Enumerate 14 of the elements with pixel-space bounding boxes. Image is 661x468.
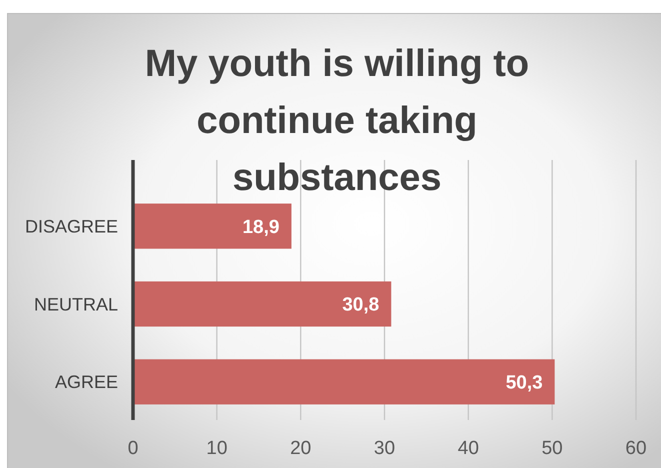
y-tick-label: DISAGREE	[24, 216, 118, 236]
x-tick-label: 50	[542, 438, 563, 459]
x-tick-label: 20	[290, 438, 312, 459]
data-label: 50,3	[506, 372, 543, 394]
x-tick-label: 60	[625, 438, 647, 459]
x-tick-label: 10	[206, 438, 228, 459]
x-tick-label: 40	[458, 438, 479, 459]
chart-title: My youth is willing to continue taking substances	[144, 43, 530, 199]
y-tick-label: AGREE	[54, 372, 118, 392]
data-label: 18,9	[242, 216, 280, 238]
data-label: 30,8	[342, 294, 380, 316]
y-tick-label: NEUTRAL	[34, 294, 118, 314]
x-tick-label: 0	[128, 438, 138, 459]
x-tick-label: 30	[374, 438, 396, 459]
